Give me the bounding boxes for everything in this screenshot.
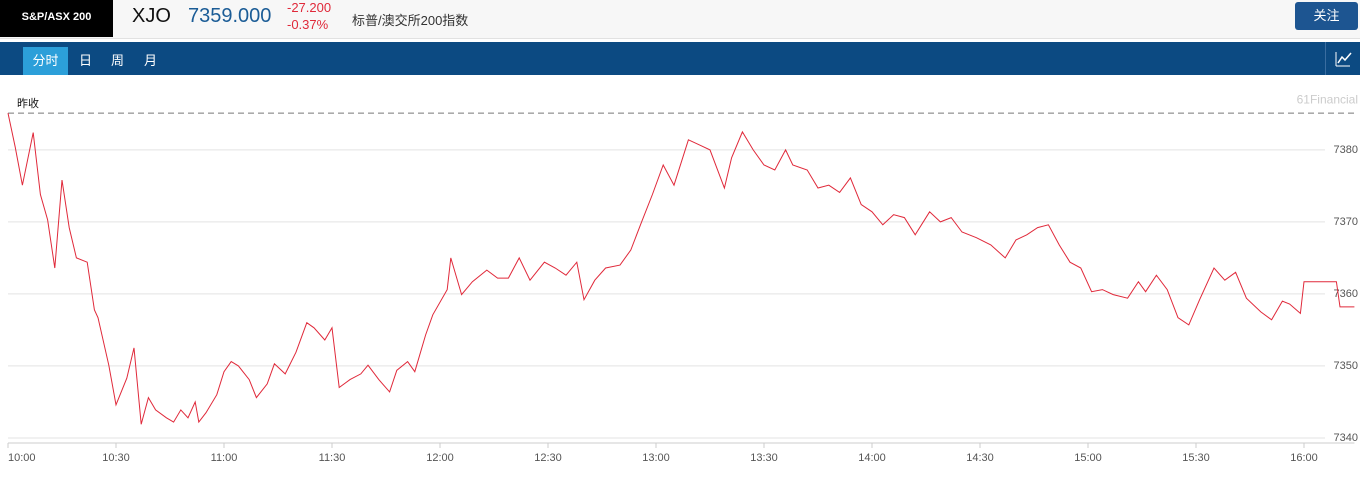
x-tick-label: 11:30 <box>319 452 346 464</box>
header: S&P/ASX 200 XJO 7359.000 -27.200 -0.37% … <box>0 0 1360 39</box>
icon <box>1335 52 1352 67</box>
x-tick-label: 13:00 <box>642 452 670 464</box>
y-tick-label: 7340 <box>1334 432 1358 444</box>
change-pct: -0.37% <box>287 17 329 32</box>
index-name: S&P/ASX 200 <box>0 0 113 37</box>
chart-icon[interactable] <box>1325 42 1360 75</box>
watermark: 61Financial <box>1297 92 1358 106</box>
tab[interactable]: 月 <box>143 53 157 68</box>
x-tick-label: 10:00 <box>8 452 36 464</box>
price-line <box>7 112 1355 425</box>
x-tick-label: 14:30 <box>966 452 994 464</box>
x-tick-label: 13:30 <box>750 452 778 464</box>
follow-button[interactable]: 关注 <box>1295 2 1358 30</box>
x-tick-label: 11:00 <box>211 452 238 464</box>
x-tick-label: 15:30 <box>1182 452 1210 464</box>
y-tick-label: 7350 <box>1334 360 1358 372</box>
x-tick-label: 14:00 <box>858 452 886 464</box>
tab[interactable]: 日 <box>78 53 92 68</box>
y-tick-label: 7380 <box>1334 144 1358 156</box>
x-tick-label: 12:30 <box>534 452 562 464</box>
change: -27.200 <box>287 0 332 15</box>
y-tick-label: 7370 <box>1334 216 1358 228</box>
reference-label: 昨收 <box>17 96 39 110</box>
x-tick-label: 16:00 <box>1290 452 1318 464</box>
x-tick-label: 12:00 <box>426 452 454 464</box>
price: 7359.000 <box>188 5 272 27</box>
nav-bar: 分时 日 周 月 <box>0 42 1360 75</box>
x-tick-label: 15:00 <box>1074 452 1102 464</box>
index-full-name: 标普/澳交所200指数 <box>352 13 469 28</box>
chart: 7340 7350 7360 7370 7380 10:00 10:30 11:00 11:30… <box>7 92 1358 464</box>
code: XJO <box>132 5 171 27</box>
tab[interactable]: 周 <box>110 53 124 68</box>
x-tick-label: 10:30 <box>102 452 130 464</box>
tab[interactable]: 分时 <box>23 47 68 75</box>
y-tick-label: 7360 <box>1334 288 1358 300</box>
